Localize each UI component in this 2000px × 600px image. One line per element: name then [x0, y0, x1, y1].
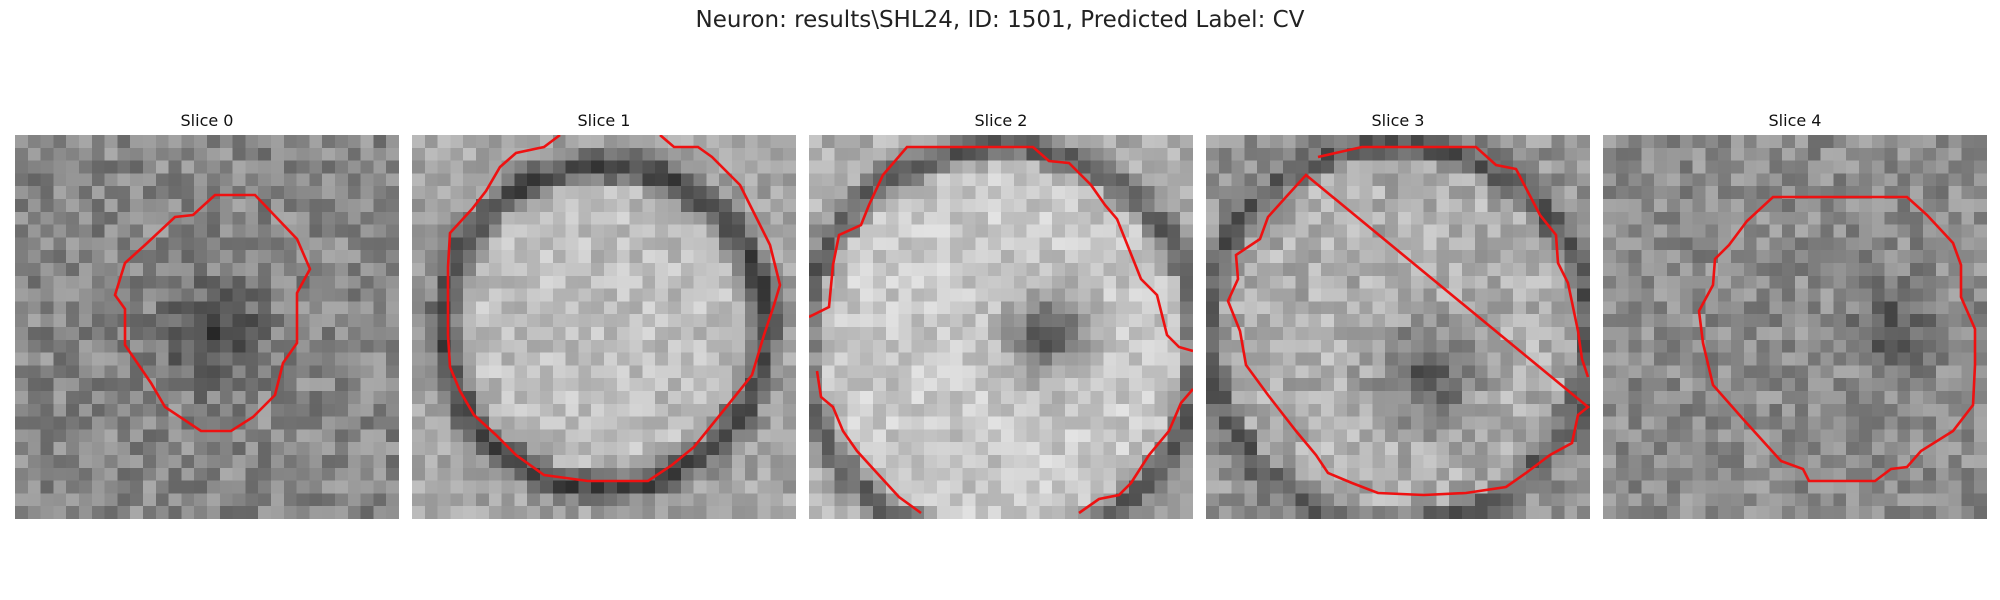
slice-image — [412, 135, 796, 519]
slice-panel-2: Slice 2 — [809, 108, 1193, 519]
segmentation-contour — [809, 145, 1193, 353]
slice-image — [1206, 135, 1590, 519]
contour-overlay — [113, 193, 312, 433]
slice-title: Slice 2 — [974, 111, 1028, 130]
segmentation-contour — [113, 193, 312, 433]
contour-overlay — [1697, 195, 1977, 483]
slice-title: Slice 1 — [577, 111, 631, 130]
microscopy-image — [1603, 135, 1987, 519]
contour-overlay — [446, 135, 782, 483]
slice-title: Slice 0 — [180, 111, 234, 130]
segmentation-contour — [1226, 145, 1590, 497]
slice-image — [1603, 135, 1987, 519]
microscopy-image — [412, 135, 796, 519]
slice-panel-4: Slice 4 — [1603, 108, 1987, 519]
slice-title: Slice 4 — [1768, 111, 1822, 130]
slice-image — [809, 135, 1193, 519]
segmentation-contour — [446, 135, 782, 483]
slice-title: Slice 3 — [1371, 111, 1425, 130]
slice-panel-1: Slice 1 — [412, 108, 796, 519]
slice-panel-3: Slice 3 — [1206, 108, 1590, 519]
segmentation-contour — [1697, 195, 1977, 483]
microscopy-image — [1206, 135, 1590, 519]
figure-title: Neuron: results\SHL24, ID: 1501, Predict… — [695, 7, 1305, 33]
contour-overlay — [809, 145, 1193, 515]
segmentation-contour — [815, 370, 922, 515]
contour-overlay — [1226, 145, 1590, 497]
slice-panel-0: Slice 0 — [15, 108, 399, 519]
microscopy-image — [15, 135, 399, 519]
slice-image — [15, 135, 399, 519]
segmentation-contour — [1078, 388, 1193, 515]
